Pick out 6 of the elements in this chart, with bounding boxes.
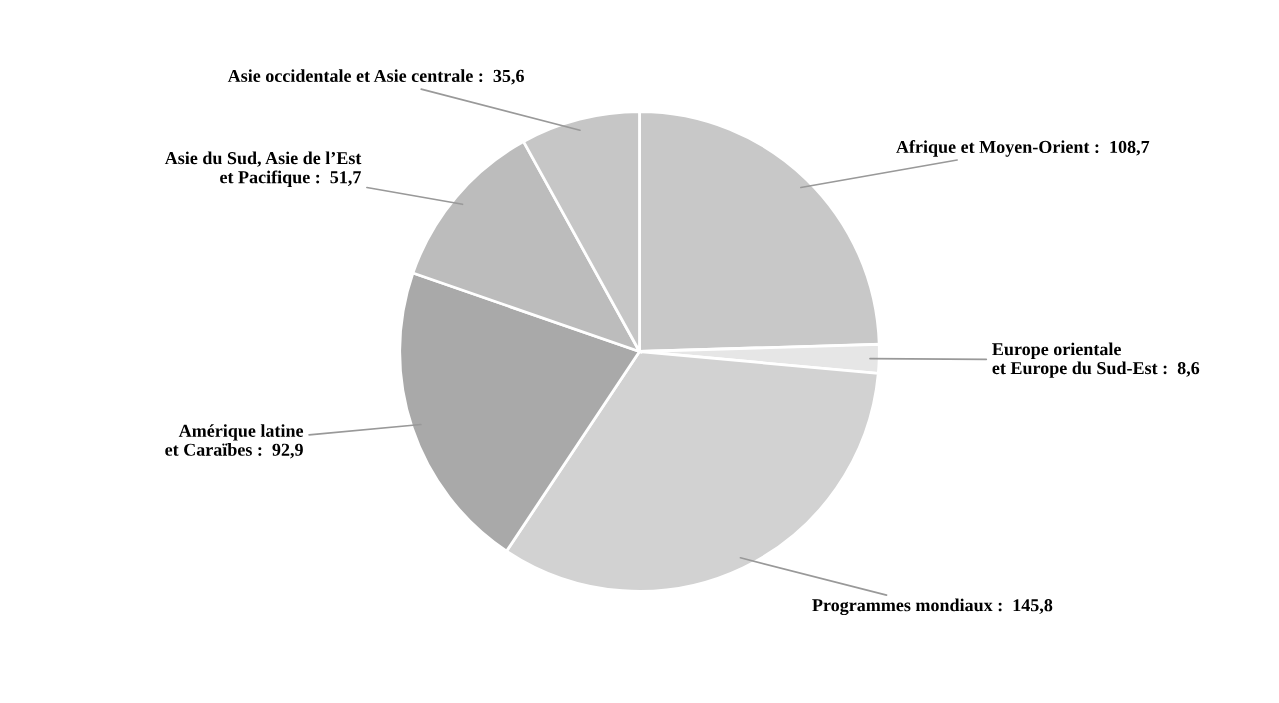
slice-label: Programmes mondiaux : 145,8 bbox=[812, 598, 1053, 616]
slice-label: Asie du Sud, Asie de l’Est et Pacifique : 51,7 bbox=[164, 151, 362, 187]
slice-label: Amérique latine et Caraïbes : 92,9 bbox=[165, 424, 304, 459]
slice-label: Asie occidentale et Asie centrale : 35,6 bbox=[227, 69, 524, 85]
slice-label: Afrique et Moyen-Orient : 108,7 bbox=[896, 140, 1150, 157]
slice-label: Europe orientale et Europe du Sud-Est : 8,6 bbox=[992, 342, 1200, 378]
